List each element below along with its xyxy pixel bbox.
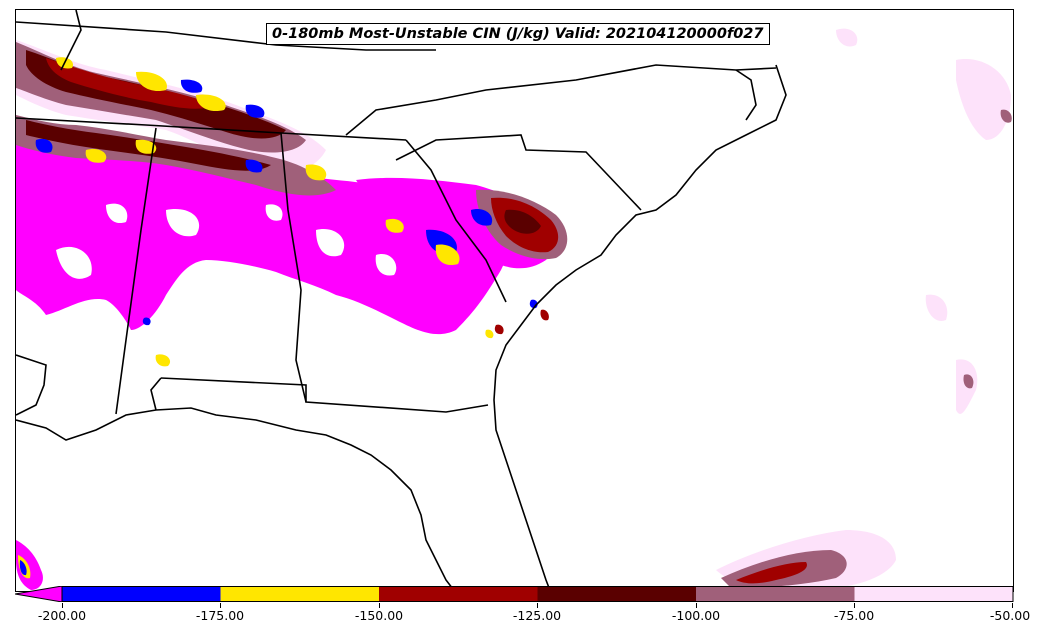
upper-left-coast (60, 10, 82, 71)
tick-label: -200.00 (37, 608, 87, 623)
map-canvas (16, 10, 1012, 591)
magenta-field (16, 128, 510, 335)
mid-band-yellow (85, 139, 327, 181)
upper-band-yellow (56, 57, 226, 112)
upper-band-red (46, 58, 216, 109)
colorbar-bin-4 (537, 586, 696, 602)
colorbar-bin-1 (62, 586, 221, 602)
la-corner-magenta (16, 540, 43, 590)
map-panel: 0-180mb Most-Unstable CIN (J/kg) Valid: … (15, 9, 1014, 592)
coast-spots-yellow (155, 329, 494, 367)
tick-mark (537, 603, 538, 608)
boundaries (16, 10, 787, 591)
ky-border (16, 21, 436, 51)
sc-blue (426, 209, 493, 254)
tick-label: -75.00 (833, 608, 875, 623)
tick-label: -150.00 (354, 608, 404, 623)
colorbar-bin-5 (696, 586, 855, 602)
tick-mark (1012, 603, 1013, 608)
nc-sc-border (395, 134, 642, 211)
tick-label: -100.00 (671, 608, 721, 623)
tick-mark (696, 603, 697, 608)
tick-mark (854, 603, 855, 608)
upper-band-blue (180, 79, 265, 118)
coast-spots (494, 309, 549, 335)
gulf-coast (16, 407, 456, 591)
al-ga-border (280, 132, 307, 403)
ms-river (16, 354, 47, 416)
fl-border (160, 377, 489, 413)
ms-al-border (115, 127, 157, 415)
tick-mark (379, 603, 380, 608)
colorbar-bin-2 (220, 586, 379, 602)
tick-label: -50.00 (989, 608, 1031, 623)
sc-maroon (504, 209, 541, 234)
colorbar-bin-6 (854, 586, 1013, 602)
white-holes (56, 203, 397, 295)
bahamas-red (736, 562, 807, 584)
atlantic-mauve (963, 109, 1012, 389)
cin-shading (16, 28, 1012, 591)
colorbar-bin-3 (379, 586, 538, 602)
chesapeake (735, 69, 757, 121)
tick-mark (220, 603, 221, 608)
tick-label: -175.00 (195, 608, 245, 623)
colorbar-frame (61, 586, 1014, 602)
tick-mark (62, 603, 63, 608)
ga-sc-border (405, 139, 507, 303)
map-title: 0-180mb Most-Unstable CIN (J/kg) Valid: … (266, 23, 770, 45)
atlantic-coast (493, 64, 787, 591)
tick-label: -125.00 (512, 608, 562, 623)
colorbar-extend-arrow (15, 586, 63, 602)
tn-border (16, 117, 407, 141)
colorbar (15, 586, 1014, 602)
atlantic-pink (836, 28, 1011, 414)
la-corner-blue (19, 560, 27, 576)
va-nc-border (345, 64, 777, 136)
sc-yellow (385, 218, 460, 266)
panhandle-bay (150, 377, 162, 411)
